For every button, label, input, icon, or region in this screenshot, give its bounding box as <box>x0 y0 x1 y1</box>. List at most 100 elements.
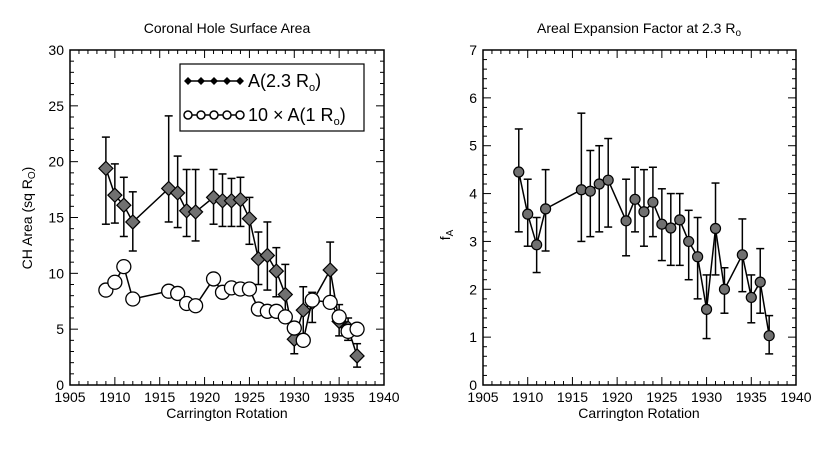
data-point-diamond <box>98 160 114 177</box>
data-point-circle <box>322 294 338 311</box>
x-tick-label: 1930 <box>691 389 722 405</box>
x-tick-label: 1920 <box>189 389 220 405</box>
plot-frame <box>482 49 797 386</box>
legend-marker-diamond <box>236 77 244 85</box>
x-tick-label: 1920 <box>602 389 633 405</box>
y-tick-label: 5 <box>56 321 64 337</box>
data-point-filled <box>513 166 525 178</box>
data-point-circle <box>295 332 311 348</box>
data-point-filled <box>575 184 587 196</box>
data-point-filled <box>718 283 731 295</box>
legend-marker-diamond <box>223 77 231 85</box>
data-point-filled <box>531 239 543 251</box>
legend-marker-diamond <box>210 77 218 85</box>
data-point-circle <box>205 271 222 287</box>
legend-marker-diamond <box>197 77 205 85</box>
y-tick-label: 3 <box>469 233 477 249</box>
legend-marker-circle <box>196 110 206 120</box>
chart-title: Areal Expansion Factor at 2.3 Ro <box>537 20 741 39</box>
data-point-diamond <box>268 263 285 279</box>
data-point-filled <box>602 174 614 186</box>
series-line <box>105 264 358 343</box>
legend-marker-circle <box>209 110 219 120</box>
data-point-diamond <box>241 210 258 227</box>
data-point-filled <box>674 214 686 226</box>
legend-marker-circle <box>183 110 193 120</box>
y-tick-label: 0 <box>469 377 477 393</box>
data-point-filled <box>683 235 695 248</box>
x-axis-label: Carrington Rotation <box>166 405 287 421</box>
y-axis-label: CH Area (sq RO) <box>19 167 38 270</box>
data-point-filled <box>754 276 766 288</box>
y-tick-label: 1 <box>469 329 477 345</box>
y-tick-label: 10 <box>48 265 64 281</box>
y-axis-label: fA <box>437 229 456 240</box>
data-point-diamond <box>349 348 365 364</box>
y-tick-label: 5 <box>469 138 477 154</box>
y-tick-label: 20 <box>48 154 64 170</box>
x-tick-label: 1925 <box>646 389 677 405</box>
x-tick-label: 1935 <box>736 389 767 405</box>
x-tick-label: 1925 <box>234 389 265 405</box>
x-tick-label: 1915 <box>144 389 175 405</box>
data-point-diamond <box>115 197 132 214</box>
x-tick-label: 1905 <box>467 389 498 405</box>
plot-frame <box>69 49 385 386</box>
legend-marker-circle <box>235 110 245 120</box>
data-point-circle <box>170 285 186 302</box>
y-tick-label: 2 <box>469 281 477 297</box>
data-point-diamond <box>277 286 294 303</box>
legend-label-a23: A(2.3 Ro) <box>248 71 321 94</box>
data-point-diamond <box>187 204 204 220</box>
x-tick-label: 1935 <box>324 389 355 405</box>
x-tick-label: 1915 <box>557 389 588 405</box>
data-point-diamond <box>322 262 339 278</box>
data-point-diamond <box>169 185 186 201</box>
data-point-diamond <box>295 302 312 319</box>
data-point-filled <box>665 222 677 234</box>
data-point-filled <box>522 208 534 220</box>
data-point-circle <box>116 258 132 275</box>
data-point-diamond <box>232 191 249 208</box>
chart-areal-expansion: Areal Expansion Factor at 2.3 Ro 1905 191… <box>437 20 812 421</box>
data-point-filled <box>763 330 775 342</box>
data-point-circle <box>349 321 365 337</box>
y-tick-label: 15 <box>48 210 64 226</box>
data-point-diamond <box>107 187 123 204</box>
y-tick-label: 4 <box>469 186 477 202</box>
y-tick-label: 7 <box>469 42 477 58</box>
x-tick-label: 1930 <box>279 389 310 405</box>
data-point-circle <box>304 292 320 308</box>
data-point-diamond <box>124 214 141 230</box>
data-point-filled <box>620 215 632 227</box>
chart-coronal-hole-area: Coronal Hole Surface Area 1905 1910 1915 19… <box>19 20 400 421</box>
data-point-circle <box>241 281 258 297</box>
y-tick-label: 25 <box>48 98 64 114</box>
data-point-filled <box>736 249 748 261</box>
data-point-filled <box>629 193 641 205</box>
legend-marker-circle <box>222 110 232 120</box>
data-point-filled <box>692 251 704 263</box>
x-axis-label: Carrington Rotation <box>578 405 699 421</box>
x-tick-label: 1910 <box>512 389 543 405</box>
data-point-filled <box>709 222 722 235</box>
x-tick-label: 1905 <box>54 389 85 405</box>
x-tick-label: 1940 <box>368 389 399 405</box>
legend: A(2.3 Ro) 10 × A(1 Ro) <box>179 63 365 132</box>
legend-entry-a1: 10 × A(1 Ro) <box>183 105 346 128</box>
series-line <box>518 171 770 336</box>
data-point-circle <box>125 291 141 307</box>
data-point-circle <box>187 298 204 314</box>
data-point-diamond <box>259 247 276 264</box>
legend-label-a1: 10 × A(1 Ro) <box>248 105 346 128</box>
data-point-circle <box>107 274 123 290</box>
data-point-filled <box>584 185 596 197</box>
legend-entry-a23: A(2.3 Ro) <box>184 71 321 94</box>
data-point-circle <box>331 309 347 325</box>
chart-title: Coronal Hole Surface Area <box>144 20 311 36</box>
y-tick-label: 0 <box>56 377 64 393</box>
data-point-circle <box>277 309 293 325</box>
data-point-filled <box>539 203 552 215</box>
data-point-filled <box>647 196 659 208</box>
